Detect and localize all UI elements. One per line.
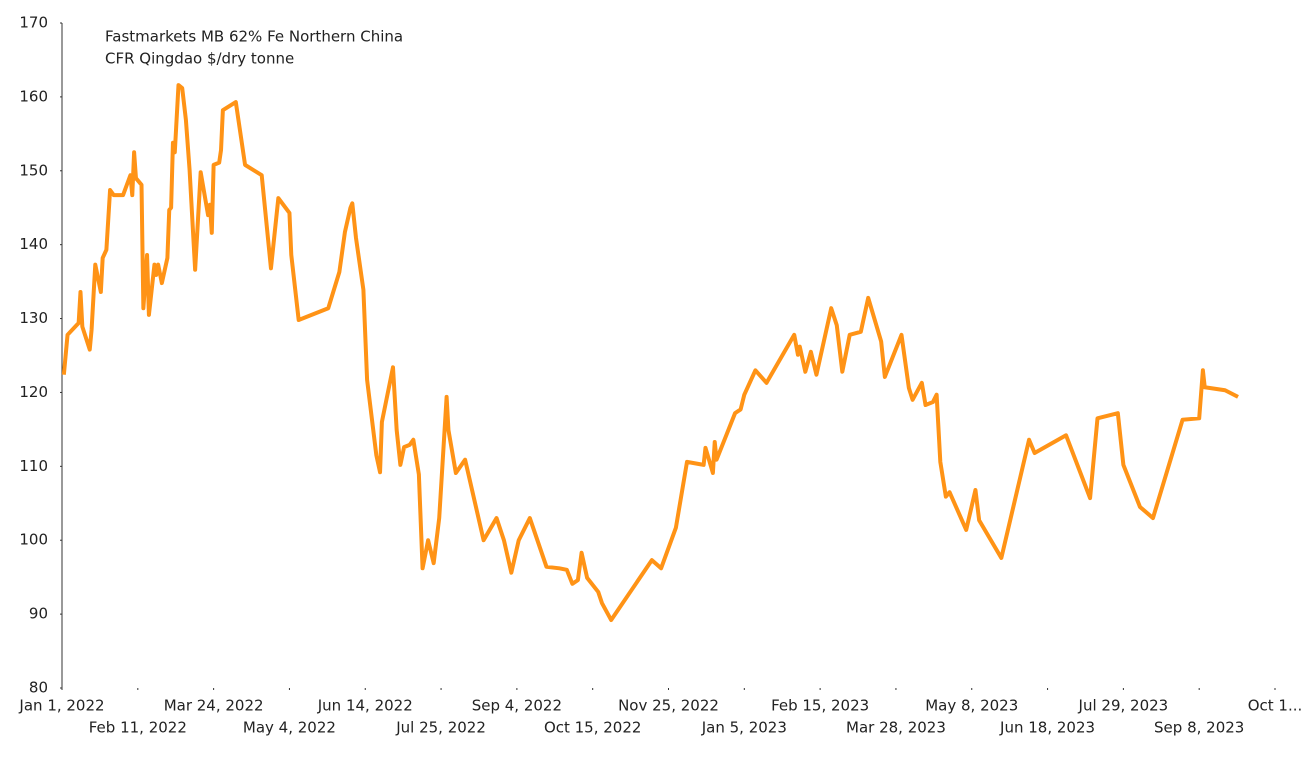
x-tick-label: Jan 5, 2023 [701, 719, 787, 737]
x-tick-label: Mar 28, 2023 [846, 719, 946, 737]
x-tick-label: Jun 14, 2022 [317, 697, 413, 715]
x-tick-label: Jan 1, 2022 [18, 697, 104, 715]
x-tick-label: Feb 15, 2023 [771, 697, 869, 715]
line-series [61, 83, 1239, 623]
y-tick-label: 160 [19, 87, 48, 105]
x-tick-label: Mar 24, 2022 [164, 697, 264, 715]
x-tick-label: May 8, 2023 [925, 697, 1018, 715]
y-tick-label: 90 [29, 605, 48, 623]
y-tick-label: 140 [19, 235, 48, 253]
x-tick-label: Jul 29, 2023 [1078, 697, 1169, 715]
x-tick-label: May 4, 2022 [243, 719, 336, 737]
x-tick-label: Jun 18, 2023 [999, 719, 1095, 737]
x-tick-label: Oct 1... [1248, 697, 1303, 715]
annotation: Fastmarkets MB 62% Fe Northern China [105, 28, 403, 46]
x-tick-label: Sep 4, 2022 [472, 697, 562, 715]
y-tick-label: 130 [19, 309, 48, 327]
y-tick-label: 150 [19, 161, 48, 179]
x-tick-label: Sep 8, 2023 [1154, 719, 1244, 737]
x-tick-label: Nov 25, 2022 [618, 697, 719, 715]
y-tick-label: 100 [19, 531, 48, 549]
y-tick-label: 170 [19, 14, 48, 32]
y-tick-label: 80 [29, 679, 48, 697]
annotation: CFR Qingdao $/dry tonne [105, 50, 294, 68]
x-tick-label: Jul 25, 2022 [395, 719, 486, 737]
y-tick-label: 120 [19, 383, 48, 401]
x-tick-label: Feb 11, 2022 [89, 719, 187, 737]
y-tick-label: 110 [19, 457, 48, 475]
x-tick-label: Oct 15, 2022 [544, 719, 642, 737]
